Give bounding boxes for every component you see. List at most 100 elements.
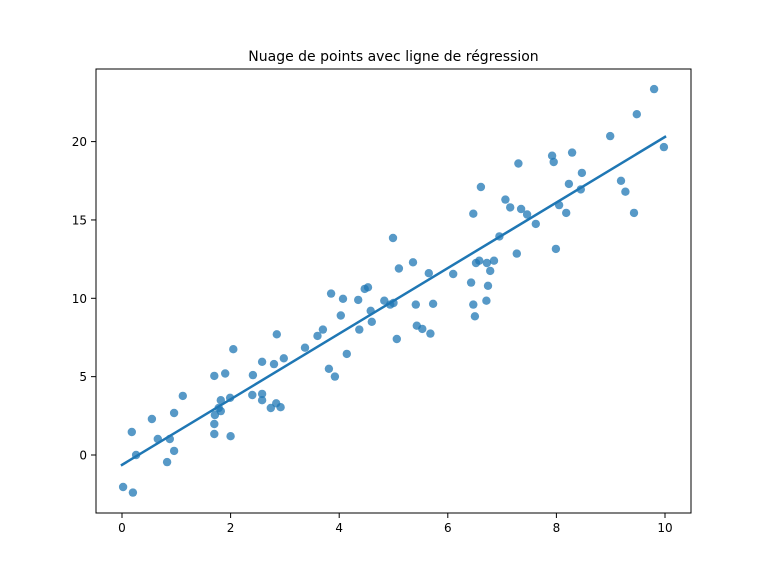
data-point: [388, 233, 398, 243]
data-point: [428, 299, 438, 308]
data-point: [424, 269, 433, 278]
x-tick-label: 2: [227, 521, 235, 535]
data-point: [449, 269, 458, 279]
x-tick-label: 10: [657, 521, 672, 535]
x-tick-label: 6: [444, 521, 452, 535]
data-point: [221, 369, 230, 378]
data-point: [128, 488, 138, 497]
data-point: [418, 324, 427, 334]
data-point: [486, 266, 495, 276]
data-point: [380, 296, 389, 305]
data-point: [342, 349, 351, 359]
data-point: [367, 317, 376, 326]
data-point: [216, 406, 225, 416]
data-point: [326, 289, 336, 298]
data-point: [266, 403, 275, 413]
y-tick-label: 10: [72, 292, 87, 306]
data-point: [354, 295, 363, 305]
data-point: [522, 210, 532, 219]
data-point: [514, 159, 523, 168]
data-point: [318, 325, 328, 334]
y-tick-label: 5: [79, 370, 87, 384]
data-point: [363, 283, 373, 292]
data-point: [336, 311, 345, 320]
data-point: [248, 370, 258, 380]
data-point: [632, 110, 641, 119]
data-point: [621, 187, 630, 196]
x-tick-label: 4: [335, 521, 343, 535]
y-tick-label: 20: [72, 135, 87, 149]
data-point: [216, 396, 225, 405]
data-point: [210, 410, 220, 420]
data-point: [411, 300, 420, 309]
data-point: [169, 408, 179, 418]
axes-frame: [95, 68, 692, 514]
data-point: [469, 209, 478, 218]
data-point: [470, 312, 480, 321]
chart-title: Nuage de points avec ligne de régression: [248, 49, 538, 65]
data-point: [531, 219, 540, 229]
data-point: [516, 204, 526, 214]
data-point: [629, 208, 639, 218]
data-point: [210, 419, 219, 429]
data-point: [489, 256, 499, 265]
data-point: [313, 331, 322, 341]
data-point: [475, 256, 484, 265]
data-point: [226, 432, 235, 441]
x-tick-label: 0: [118, 521, 126, 535]
data-point: [162, 457, 172, 467]
data-point: [476, 182, 486, 192]
data-point: [549, 157, 558, 167]
data-point: [482, 258, 492, 268]
data-point: [616, 176, 626, 185]
x-tick-label: 8: [553, 521, 561, 535]
data-point: [551, 244, 561, 254]
data-point: [506, 203, 515, 212]
data-point: [606, 131, 615, 141]
data-point: [178, 391, 187, 401]
data-point: [547, 151, 557, 160]
data-point: [300, 343, 310, 352]
y-tick-label: 0: [79, 449, 87, 463]
data-point: [210, 429, 219, 439]
data-point: [276, 403, 285, 412]
data-point: [392, 334, 401, 344]
data-point: [257, 357, 267, 366]
data-point: [269, 359, 279, 369]
data-point: [649, 84, 659, 94]
data-point: [210, 371, 219, 381]
data-point: [394, 264, 404, 273]
y-axis: 0 5 10 15 20: [72, 135, 96, 463]
data-point: [659, 142, 669, 152]
data-point: [466, 278, 476, 287]
data-point: [469, 300, 478, 309]
data-point: [330, 372, 340, 381]
data-point: [567, 148, 577, 157]
data-point: [512, 249, 521, 258]
data-point: [324, 364, 334, 373]
x-axis: 0 2 4 6 8 10: [118, 513, 673, 535]
data-point: [482, 296, 491, 305]
data-point: [338, 294, 348, 303]
data-point: [272, 330, 281, 339]
data-point: [257, 389, 267, 399]
regression-line-path: [120, 135, 667, 467]
data-point: [577, 168, 587, 178]
data-point: [229, 345, 238, 354]
plot-area: [95, 68, 692, 514]
data-point: [562, 208, 571, 218]
data-point: [501, 195, 510, 204]
data-point: [127, 427, 136, 437]
y-tick-label: 15: [72, 213, 87, 227]
data-point: [169, 446, 179, 456]
data-point: [147, 414, 157, 424]
data-point: [118, 482, 128, 492]
data-point: [564, 179, 574, 189]
data-point: [408, 258, 418, 267]
data-point: [279, 354, 288, 363]
scatter-points: [118, 84, 669, 497]
data-point: [426, 329, 435, 338]
regression-line: [120, 135, 667, 467]
